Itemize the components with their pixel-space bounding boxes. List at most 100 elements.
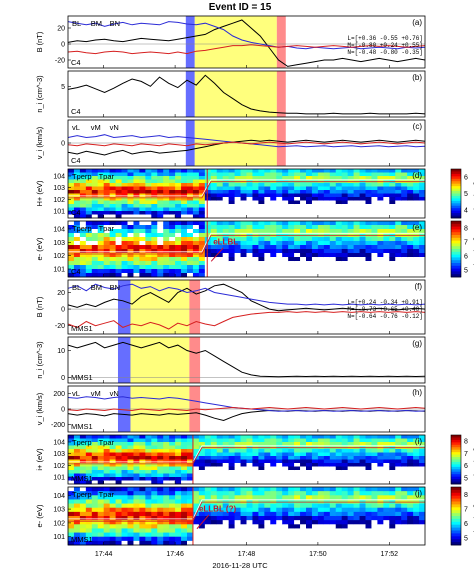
- heat-cell: [335, 466, 343, 471]
- heat-cell: [198, 169, 206, 173]
- heat-cell: [133, 197, 140, 201]
- heat-cell: [187, 536, 194, 542]
- heat-cell: [347, 516, 354, 521]
- heat-cell: [252, 456, 259, 460]
- heat-cell: [240, 438, 247, 443]
- heat-cell: [353, 480, 360, 485]
- heat-cell: [73, 261, 81, 266]
- heat-cell: [192, 200, 200, 205]
- heat-cell: [389, 229, 396, 234]
- heat-cell: [252, 477, 259, 481]
- heat-cell: [276, 463, 283, 467]
- y-tick-label: 102: [53, 197, 65, 204]
- heat-cell: [353, 532, 360, 538]
- heat-cell: [234, 524, 241, 529]
- heat-cell: [347, 193, 354, 198]
- heat-cell: [258, 463, 265, 467]
- heat-cell: [419, 459, 426, 464]
- heat-cell: [216, 452, 224, 457]
- heat-cell: [145, 221, 152, 226]
- heat-cell: [270, 211, 277, 215]
- heat-cell: [317, 193, 325, 198]
- heat-cell: [335, 473, 343, 478]
- heat-cell: [252, 193, 259, 198]
- colorbar-cell: [451, 439, 461, 443]
- x-tick-label: 17:46: [166, 551, 184, 558]
- heat-cell: [276, 477, 283, 481]
- heat-cell: [395, 257, 402, 262]
- heat-cell: [175, 169, 182, 173]
- heat-cell: [276, 438, 283, 443]
- heat-cell: [240, 172, 247, 177]
- heat-cell: [210, 507, 218, 513]
- heat-cell: [258, 237, 265, 242]
- heat-cell: [359, 520, 366, 525]
- heat-cell: [383, 449, 390, 453]
- heat-cell: [169, 449, 176, 453]
- heat-cell: [151, 211, 158, 215]
- heat-cell: [97, 511, 105, 517]
- heat-cell: [389, 487, 396, 492]
- heat-cell: [79, 540, 87, 546]
- heat-cell: [73, 463, 81, 467]
- heat-cell: [115, 257, 122, 262]
- heat-cell: [383, 176, 390, 180]
- heat-cell: [85, 253, 93, 258]
- heat-cell: [163, 520, 170, 525]
- heat-cell: [103, 233, 111, 238]
- heat-cell: [353, 245, 360, 250]
- heat-cell: [163, 442, 170, 446]
- colorbar-cell: [451, 510, 461, 514]
- heat-cell: [240, 169, 247, 173]
- heat-cell: [91, 532, 99, 538]
- heat-cell: [329, 511, 337, 517]
- heat-cell: [258, 540, 265, 546]
- heat-cell: [240, 507, 247, 513]
- heat-cell: [282, 463, 289, 467]
- heat-cell: [127, 442, 134, 446]
- heat-cell: [115, 241, 122, 246]
- heat-cell: [383, 273, 390, 278]
- heat-cell: [139, 197, 146, 201]
- heat-cell: [264, 511, 271, 517]
- legend-item: Tpar: [99, 172, 115, 181]
- heat-cell: [103, 452, 111, 457]
- heat-cell: [389, 463, 396, 467]
- heat-cell: [246, 532, 253, 538]
- heat-cell: [413, 190, 420, 194]
- heat-cell: [300, 473, 307, 478]
- y-tick-label: 102: [53, 520, 65, 527]
- heat-cell: [198, 449, 206, 453]
- heat-cell: [276, 520, 283, 525]
- heat-cell: [282, 435, 289, 439]
- heat-cell: [419, 466, 426, 471]
- heat-cell: [365, 269, 372, 274]
- heat-cell: [151, 449, 158, 453]
- heat-cell: [383, 172, 390, 177]
- heat-cell: [85, 273, 93, 278]
- heat-cell: [228, 233, 235, 238]
- legend-item: BN: [110, 283, 120, 292]
- heat-cell: [288, 495, 295, 500]
- trace-t-perp: [68, 232, 425, 253]
- heat-cell: [175, 211, 182, 215]
- heat-cell: [169, 265, 176, 270]
- heat-cell: [115, 249, 122, 254]
- colorbar-cell: [451, 474, 461, 478]
- heat-cell: [383, 495, 390, 500]
- heat-cell: [175, 229, 182, 234]
- heat-cell: [383, 214, 390, 219]
- y-axis-label: e- (eV): [35, 237, 44, 260]
- heat-cell: [121, 172, 128, 177]
- heat-cell: [294, 249, 301, 254]
- heat-cell: [228, 253, 235, 258]
- heat-cell: [246, 459, 253, 464]
- heat-cell: [282, 225, 289, 230]
- heat-cell: [311, 516, 319, 521]
- heat-cell: [323, 503, 331, 509]
- heat-cell: [133, 499, 140, 504]
- heat-cell: [329, 237, 337, 242]
- heat-cell: [198, 503, 206, 509]
- heat-cell: [181, 516, 188, 521]
- heat-cell: [115, 183, 122, 187]
